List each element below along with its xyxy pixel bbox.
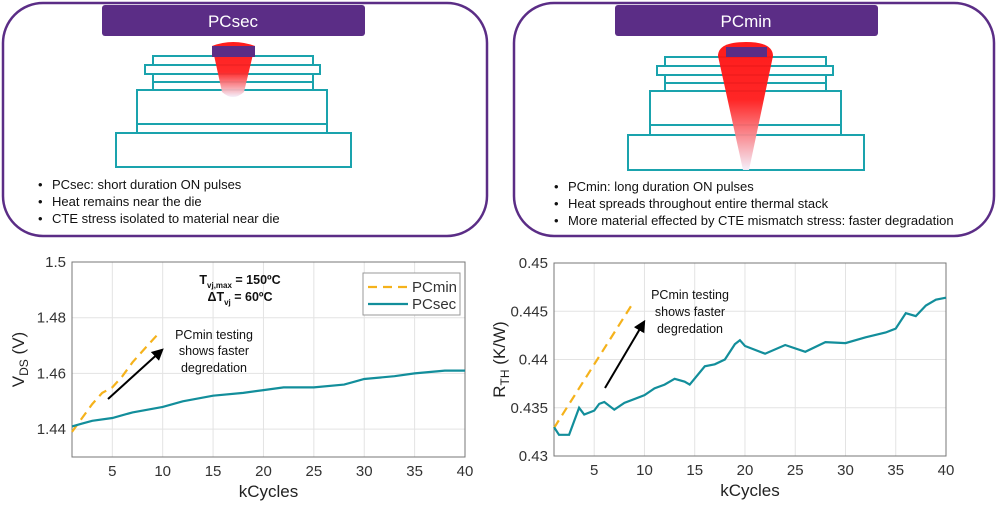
svg-text:•: • [554, 196, 559, 211]
axes-box [71, 261, 466, 458]
pcsec-line [553, 296, 947, 436]
legend-box [362, 272, 461, 316]
bullet-item: Heat remains near the die [52, 194, 202, 209]
bullet-item: Heat spreads throughout entire thermal s… [568, 196, 829, 211]
pcsec-line [71, 369, 465, 428]
x-tick-label: 15 [686, 462, 703, 479]
annotation-text: shows faster [179, 344, 249, 358]
label-sub: vj [224, 298, 231, 307]
label-main: R [490, 385, 509, 397]
pcsec-panel: PCsec • PCsec: short duration ON pulses •… [1, 1, 489, 238]
x-tick-label: 15 [205, 463, 222, 480]
label-main: ΔT [207, 290, 224, 304]
x-tick-label: 35 [887, 462, 904, 479]
annotation-text: PCmin testing [651, 288, 729, 302]
x-tick-label: 35 [406, 463, 423, 480]
x-tick-label: 25 [306, 463, 323, 480]
svg-text:•: • [38, 194, 43, 209]
y-tick-label: 1.44 [37, 421, 66, 438]
svg-text:•: • [554, 213, 559, 228]
bullet-item: More material effected by CTE mismatch s… [568, 213, 954, 228]
x-tick-label: 10 [154, 463, 171, 480]
x-tick-label: 25 [787, 462, 804, 479]
label: VDS (V) [9, 332, 31, 387]
label-sub: TH [498, 369, 512, 385]
x-tick-label: 30 [837, 462, 854, 479]
x-tick-label: 5 [108, 463, 116, 480]
legend-label: PCmin [412, 279, 457, 296]
x-tick-label: 5 [590, 462, 598, 479]
label-rest: = 60ºC [231, 290, 273, 304]
heat-spread [718, 42, 773, 170]
label-rest: (V) [9, 332, 28, 359]
svg-text:•: • [554, 179, 559, 194]
x-axis-label: kCycles [720, 481, 780, 500]
annotation-text: shows faster [655, 305, 725, 319]
label: ΔTvj = 60ºC [207, 290, 272, 307]
y-tick-label: 1.46 [37, 365, 66, 382]
x-tick-label: 20 [255, 463, 272, 480]
bullet-item: PCmin: long duration ON pulses [568, 179, 754, 194]
label-sub: vj,max [207, 281, 232, 290]
pcmin-panel: PCmin • PCmin: long duration ON pulses • H… [512, 1, 996, 238]
trend-arrow [604, 319, 646, 389]
pcmin-line [553, 304, 633, 429]
x-axis-label: kCycles [239, 482, 299, 501]
x-tick-label: 20 [737, 462, 754, 479]
y-tick-label: 1.5 [45, 254, 66, 271]
annotation-text: PCmin testing [175, 328, 253, 342]
bullet-list: • PCmin: long duration ON pulses • Heat sp… [554, 179, 954, 228]
y-tick-label: 0.44 [519, 352, 548, 369]
x-tick-label: 40 [457, 463, 474, 480]
svg-text:•: • [38, 177, 43, 192]
annotation-text: degredation [657, 322, 723, 336]
bullet-list: • PCsec: short duration ON pulses • Heat r… [38, 177, 280, 226]
x-tick-label: 10 [636, 462, 653, 479]
bullet-item: PCsec: short duration ON pulses [52, 177, 242, 192]
label-rest: = 150ºC [232, 273, 281, 287]
label-main: T [199, 273, 207, 287]
axes-box [553, 262, 947, 457]
x-tick-label: 40 [938, 462, 955, 479]
panel-title: PCmin [720, 12, 771, 31]
legend-label: PCsec [412, 296, 457, 313]
y-tick-label: 0.45 [519, 255, 548, 272]
y-tick-label: 0.43 [519, 448, 548, 465]
y-tick-label: 0.445 [510, 303, 548, 320]
label-sub: DS [17, 359, 31, 376]
label: Tvj,max = 150ºC [199, 273, 280, 290]
die [726, 47, 767, 57]
x-tick-label: 30 [356, 463, 373, 480]
annotation-text: degredation [181, 361, 247, 375]
label-main: V [9, 375, 28, 387]
panel-header [102, 5, 365, 36]
die [212, 46, 255, 57]
label-rest: (K/W) [490, 321, 509, 369]
bullet-item: CTE stress isolated to material near die [52, 211, 280, 226]
pcmin-line [71, 333, 159, 433]
rth-chart: 5 10 15 20 25 30 35 40 0.43 0.435 0.44 0.445 0.45 kCy… [490, 255, 954, 500]
label: RTH (K/W) [490, 321, 512, 397]
panel-title: PCsec [208, 12, 259, 31]
vds-chart: 5 10 15 20 25 30 35 40 1.44 1.46 1.48 1.5 kCycles VDS… [9, 254, 473, 501]
y-tick-label: 0.435 [510, 400, 548, 417]
panel-header [615, 5, 878, 36]
panel-border [512, 1, 996, 238]
panel-border [1, 1, 489, 238]
y-tick-label: 1.48 [37, 310, 66, 327]
trend-arrow [107, 348, 164, 400]
svg-text:•: • [38, 211, 43, 226]
